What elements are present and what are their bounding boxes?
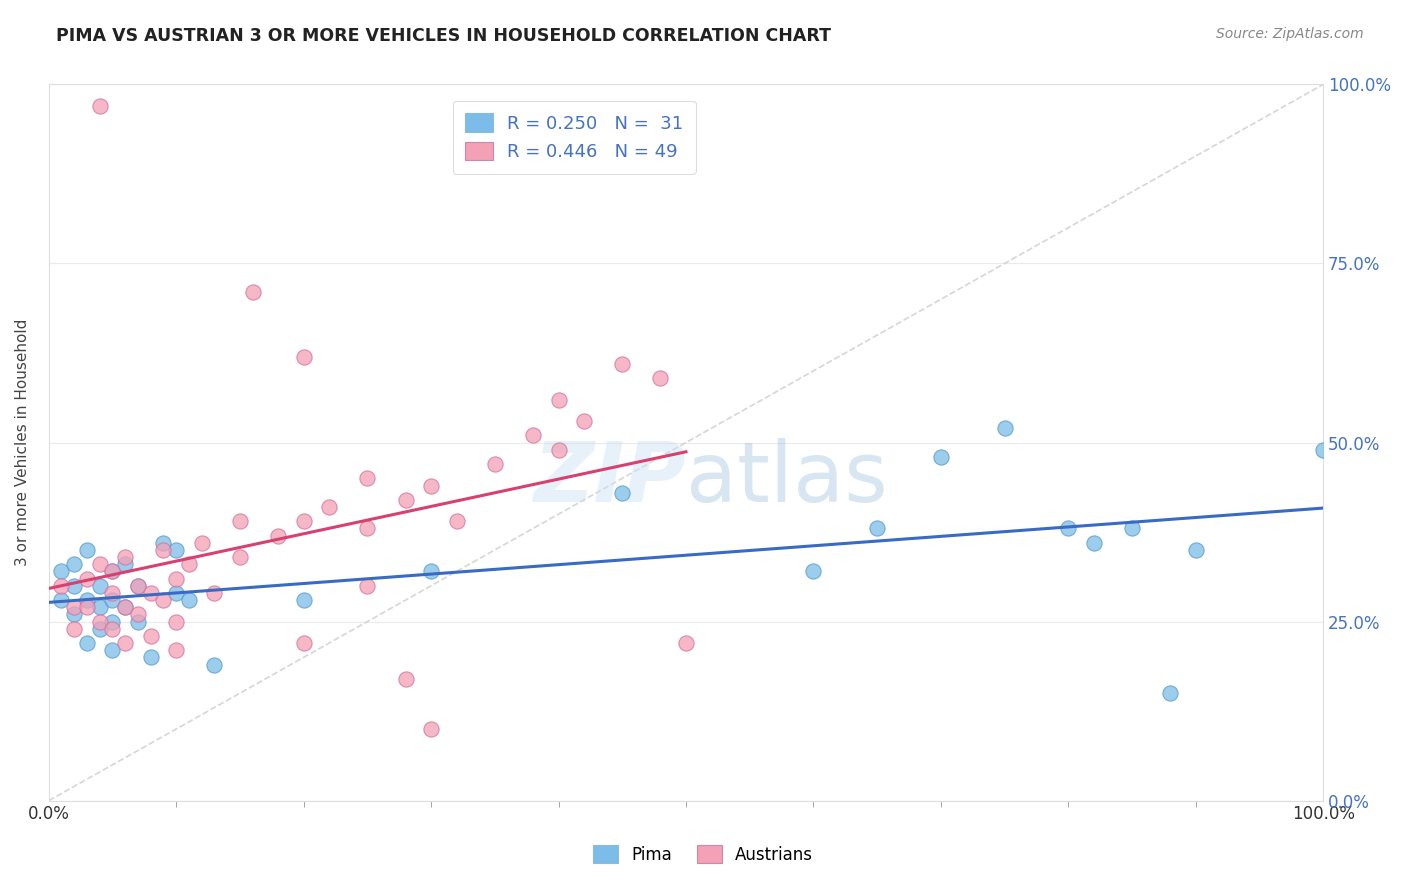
- Point: [101, 586, 124, 600]
- Point: [292, 514, 315, 528]
- Point: [177, 593, 200, 607]
- Point: [675, 636, 697, 650]
- Point: [1312, 442, 1334, 457]
- Point: [1057, 521, 1080, 535]
- Y-axis label: 3 or more Vehicles in Household: 3 or more Vehicles in Household: [15, 318, 30, 566]
- Point: [177, 558, 200, 572]
- Text: Source: ZipAtlas.com: Source: ZipAtlas.com: [1216, 27, 1364, 41]
- Point: [51, 593, 73, 607]
- Point: [101, 643, 124, 657]
- Point: [547, 392, 569, 407]
- Point: [127, 579, 149, 593]
- Point: [101, 622, 124, 636]
- Point: [165, 586, 187, 600]
- Point: [165, 572, 187, 586]
- Point: [572, 414, 595, 428]
- Point: [394, 492, 416, 507]
- Point: [190, 536, 212, 550]
- Point: [63, 600, 86, 615]
- Point: [420, 478, 443, 492]
- Point: [152, 543, 174, 558]
- Point: [229, 550, 252, 565]
- Point: [63, 607, 86, 622]
- Point: [650, 371, 672, 385]
- Point: [612, 357, 634, 371]
- Point: [51, 565, 73, 579]
- Point: [267, 528, 290, 542]
- Point: [89, 99, 111, 113]
- Point: [866, 521, 889, 535]
- Point: [127, 607, 149, 622]
- Legend: Pima, Austrians: Pima, Austrians: [586, 838, 820, 871]
- Point: [114, 558, 136, 572]
- Point: [420, 722, 443, 736]
- Point: [139, 586, 162, 600]
- Point: [127, 615, 149, 629]
- Text: ZIP: ZIP: [533, 438, 686, 519]
- Point: [63, 622, 86, 636]
- Point: [522, 428, 544, 442]
- Point: [1121, 521, 1143, 535]
- Text: atlas: atlas: [686, 438, 887, 519]
- Point: [76, 593, 98, 607]
- Point: [165, 615, 187, 629]
- Point: [114, 600, 136, 615]
- Point: [101, 615, 124, 629]
- Point: [127, 579, 149, 593]
- Point: [204, 657, 226, 672]
- Point: [152, 536, 174, 550]
- Point: [929, 450, 952, 464]
- Point: [420, 565, 443, 579]
- Point: [139, 650, 162, 665]
- Point: [547, 442, 569, 457]
- Point: [446, 514, 468, 528]
- Point: [76, 572, 98, 586]
- Point: [76, 543, 98, 558]
- Point: [612, 485, 634, 500]
- Point: [484, 457, 506, 471]
- Point: [356, 521, 378, 535]
- Point: [89, 558, 111, 572]
- Point: [318, 500, 340, 514]
- Point: [76, 636, 98, 650]
- Point: [51, 579, 73, 593]
- Point: [1184, 543, 1206, 558]
- Point: [1083, 536, 1105, 550]
- Point: [229, 514, 252, 528]
- Point: [993, 421, 1015, 435]
- Point: [292, 593, 315, 607]
- Point: [101, 565, 124, 579]
- Point: [89, 600, 111, 615]
- Point: [152, 593, 174, 607]
- Text: PIMA VS AUSTRIAN 3 OR MORE VEHICLES IN HOUSEHOLD CORRELATION CHART: PIMA VS AUSTRIAN 3 OR MORE VEHICLES IN H…: [56, 27, 831, 45]
- Point: [204, 586, 226, 600]
- Point: [76, 600, 98, 615]
- Point: [165, 543, 187, 558]
- Point: [1159, 686, 1181, 700]
- Point: [292, 350, 315, 364]
- Point: [394, 672, 416, 686]
- Point: [114, 550, 136, 565]
- Point: [89, 622, 111, 636]
- Point: [101, 565, 124, 579]
- Point: [101, 593, 124, 607]
- Point: [242, 285, 264, 300]
- Point: [89, 579, 111, 593]
- Point: [803, 565, 825, 579]
- Point: [114, 600, 136, 615]
- Point: [165, 643, 187, 657]
- Point: [139, 629, 162, 643]
- Point: [114, 636, 136, 650]
- Point: [63, 579, 86, 593]
- Point: [356, 471, 378, 485]
- Point: [89, 615, 111, 629]
- Point: [63, 558, 86, 572]
- Point: [292, 636, 315, 650]
- Point: [356, 579, 378, 593]
- Legend: R = 0.250   N =  31, R = 0.446   N = 49: R = 0.250 N = 31, R = 0.446 N = 49: [453, 101, 696, 174]
